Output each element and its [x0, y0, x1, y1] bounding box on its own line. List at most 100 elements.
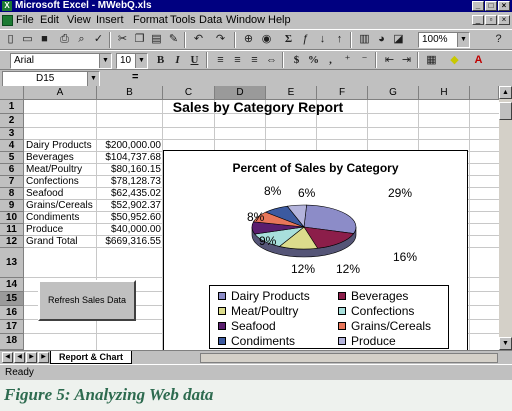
first-sheet-icon[interactable]: ◀	[2, 352, 13, 363]
format-painter-icon[interactable]: ✎	[168, 33, 179, 45]
category-cell[interactable]: Condiments	[26, 212, 80, 223]
grand-total-value[interactable]: $669,316.55	[105, 236, 161, 247]
function-icon[interactable]: ƒ	[302, 33, 309, 45]
category-cell[interactable]: Confections	[26, 176, 79, 187]
sales-cell[interactable]: $62,435.02	[110, 188, 161, 199]
column-header[interactable]: H	[419, 86, 470, 100]
paste-icon[interactable]: ▤	[151, 33, 162, 45]
column-header[interactable]: B	[97, 86, 163, 100]
doc-close-icon[interactable]: ×	[498, 15, 510, 25]
underline-button[interactable]: U	[190, 54, 199, 66]
next-sheet-icon[interactable]: ▶	[26, 352, 37, 363]
print-preview-icon[interactable]: ⌕	[78, 33, 85, 45]
office-assistant-icon[interactable]: ?	[495, 33, 502, 45]
horizontal-scrollbar[interactable]	[200, 353, 498, 363]
pie-slice-dairy-products[interactable]	[303, 204, 357, 234]
menu-view[interactable]: View	[67, 14, 91, 26]
row-header[interactable]: 4	[0, 140, 24, 152]
menu-tools[interactable]: Tools	[170, 14, 196, 26]
currency-button[interactable]: $	[293, 54, 300, 66]
decrease-indent-icon[interactable]: ⇤	[384, 54, 395, 66]
grand-total-label[interactable]: Grand Total	[26, 236, 78, 247]
chevron-down-icon[interactable]: ▼	[87, 72, 99, 86]
row-header[interactable]: 9	[0, 200, 24, 212]
row-header[interactable]: 1	[0, 100, 24, 114]
scroll-thumb[interactable]	[499, 102, 512, 120]
category-cell[interactable]: Seafood	[26, 188, 64, 199]
row-header[interactable]: 6	[0, 164, 24, 176]
doc-restore-icon[interactable]: ▫	[485, 15, 497, 25]
category-cell[interactable]: Grains/Cereals	[26, 200, 93, 211]
autosum-icon[interactable]: Σ	[284, 33, 293, 45]
minimize-icon[interactable]: _	[472, 1, 484, 11]
increase-indent-icon[interactable]: ⇥	[401, 54, 412, 66]
sheet-tab[interactable]: Report & Chart	[50, 351, 133, 364]
save-icon[interactable]: ■	[41, 33, 48, 45]
sales-cell[interactable]: $104,737.68	[105, 152, 161, 163]
category-cell[interactable]: Beverages	[26, 152, 74, 163]
bold-button[interactable]: B	[156, 54, 165, 66]
sales-cell[interactable]: $52,902.37	[110, 200, 161, 211]
web-toolbar-icon[interactable]: ◉	[261, 33, 272, 45]
cut-icon[interactable]: ✂	[117, 33, 128, 45]
merge-center-icon[interactable]: ⇔	[266, 54, 277, 66]
pie-slice-produce[interactable]	[286, 204, 307, 228]
copy-icon[interactable]: ❐	[134, 33, 145, 45]
font-select[interactable]: Arial ▼	[10, 53, 112, 69]
row-header[interactable]: 7	[0, 176, 24, 188]
column-header-selected[interactable]: D	[215, 86, 266, 100]
sales-cell[interactable]: $78,128.73	[110, 176, 161, 187]
chevron-down-icon[interactable]: ▼	[99, 54, 111, 68]
print-icon[interactable]: ⎙	[60, 33, 69, 45]
percent-button[interactable]: %	[308, 54, 319, 66]
italic-button[interactable]: I	[175, 54, 180, 66]
close-icon[interactable]: ×	[498, 1, 510, 11]
decrease-decimal-icon[interactable]: ⁻	[361, 54, 368, 66]
column-header[interactable]: F	[317, 86, 368, 100]
chevron-down-icon[interactable]: ▼	[135, 54, 147, 68]
row-header[interactable]: 11	[0, 224, 24, 236]
sales-cell[interactable]: $80,160.15	[110, 164, 161, 175]
doc-minimize-icon[interactable]: _	[472, 15, 484, 25]
column-header[interactable]: E	[266, 86, 317, 100]
drawing-icon[interactable]: ◪	[393, 33, 404, 45]
font-color-icon[interactable]: A	[474, 54, 483, 66]
row-header-selected[interactable]: 15	[0, 292, 24, 306]
align-right-icon[interactable]: ≡	[251, 54, 258, 66]
spelling-icon[interactable]: ✓	[93, 33, 104, 45]
new-icon[interactable]: ▯	[7, 33, 14, 45]
font-size-select[interactable]: 10 ▼	[116, 53, 148, 69]
scroll-up-icon[interactable]: ▲	[499, 86, 512, 99]
row-header[interactable]: 18	[0, 334, 24, 350]
row-header[interactable]: 12	[0, 236, 24, 248]
open-icon[interactable]: ▭	[22, 33, 33, 45]
zoom-select[interactable]: 100% ▼	[418, 32, 470, 48]
chart-wizard-icon[interactable]: ▥	[359, 33, 370, 45]
undo-icon[interactable]: ↶	[193, 33, 204, 45]
workbook-icon[interactable]	[2, 15, 13, 26]
sort-descending-icon[interactable]: ↑	[336, 33, 343, 45]
category-cell[interactable]: Dairy Products	[26, 140, 92, 151]
fill-color-icon[interactable]: ◆	[450, 54, 459, 66]
prev-sheet-icon[interactable]: ◀	[14, 352, 25, 363]
column-header[interactable]: C	[163, 86, 215, 100]
row-header[interactable]: 13	[0, 248, 24, 278]
increase-decimal-icon[interactable]: ⁺	[344, 54, 351, 66]
row-header[interactable]: 17	[0, 320, 24, 334]
sales-cell[interactable]: $50,952.60	[110, 212, 161, 223]
row-header[interactable]: 10	[0, 212, 24, 224]
sales-cell[interactable]: $200,000.00	[105, 140, 161, 151]
sort-ascending-icon[interactable]: ↓	[319, 33, 326, 45]
name-box[interactable]: D15 ▼	[2, 71, 100, 87]
chevron-down-icon[interactable]: ▼	[457, 33, 469, 47]
last-sheet-icon[interactable]: ▶	[38, 352, 49, 363]
row-header[interactable]: 2	[0, 114, 24, 128]
sales-cell[interactable]: $40,000.00	[110, 224, 161, 235]
worksheet-grid[interactable]: A B C D E F G H 1 2 3 4 5 6 7 8 9 10 11 …	[0, 86, 499, 350]
row-header[interactable]: 3	[0, 128, 24, 140]
column-header[interactable]: A	[24, 86, 97, 100]
align-center-icon[interactable]: ≡	[234, 54, 241, 66]
row-header[interactable]: 14	[0, 278, 24, 292]
menu-edit[interactable]: Edit	[40, 14, 59, 26]
row-header[interactable]: 5	[0, 152, 24, 164]
